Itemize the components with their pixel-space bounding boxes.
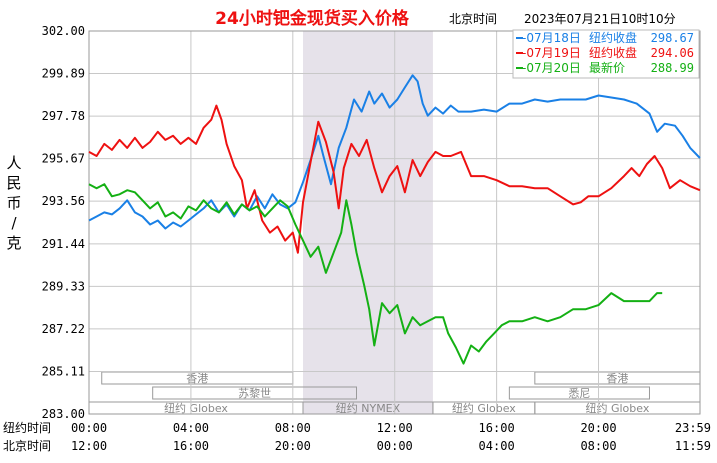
legend-date: -07月19日: [522, 46, 581, 60]
x-tick-label: 12:00: [71, 439, 107, 453]
series-line-3: [88, 183, 663, 365]
x-tick-label: 04:00: [173, 421, 209, 435]
y-axis-title: 人民币/克: [6, 154, 21, 252]
x-tick-label: 00:00: [377, 439, 413, 453]
series-line-2: [88, 104, 701, 254]
x-tick-label: 20:00: [275, 439, 311, 453]
y-tick-label: 293.56: [42, 194, 85, 208]
x-tick-label: 08:00: [580, 439, 616, 453]
chart-title: 24小时钯金现货买入价格: [215, 8, 410, 29]
x-tick-label: 12:00: [377, 421, 413, 435]
y-tick-label: 299.89: [42, 67, 85, 81]
y-tick-label: 283.00: [42, 407, 85, 421]
session-label: 香港: [606, 372, 628, 385]
session-bar: [152, 386, 358, 400]
y-tick-label: 285.11: [42, 364, 85, 378]
x-tick-label: 04:00: [479, 439, 515, 453]
x-axis-row-label: 北京时间: [3, 439, 51, 453]
session-label: 纽约 NYMEX: [336, 401, 401, 415]
session-label: 纽约 Globex: [164, 401, 228, 415]
legend-box: [512, 29, 700, 79]
x-tick-label: 16:00: [173, 439, 209, 453]
legend-date: -07月20日: [522, 61, 581, 75]
header-time-label: 北京时间: [449, 12, 497, 26]
x-tick-label: 11:59: [675, 439, 711, 453]
plot-border: [88, 30, 701, 415]
x-tick-label: 00:00: [71, 421, 107, 435]
series-line-1: [88, 74, 701, 230]
legend-value: 294.06: [651, 46, 694, 60]
y-tick-label: 289.33: [42, 279, 85, 293]
session-label: 纽约 Globex: [585, 401, 649, 415]
legend-text: 最新价: [589, 60, 625, 75]
legend-date: -07月18日: [522, 31, 581, 45]
legend-value: 288.99: [651, 61, 694, 75]
x-tick-label: 23:59: [675, 421, 711, 435]
header-timestamp: 2023年07月21日10时10分: [524, 12, 676, 26]
legend-text: 纽约收盘: [589, 45, 637, 60]
y-tick-label: 297.78: [42, 109, 85, 123]
x-tick-label: 16:00: [479, 421, 515, 435]
session-bar: [508, 386, 650, 400]
nymex-session-band: [303, 31, 433, 414]
y-tick-label: 302.00: [42, 24, 85, 38]
x-tick-label: 08:00: [275, 421, 311, 435]
y-tick-label: 291.44: [42, 237, 85, 251]
session-label: 香港: [186, 372, 208, 385]
session-label: 悉尼: [568, 387, 590, 400]
y-tick-label: 295.67: [42, 152, 85, 166]
x-axis-row-label: 纽约时间: [3, 420, 51, 435]
y-tick-label: 287.22: [42, 322, 85, 336]
session-label: 苏黎世: [238, 386, 271, 400]
x-tick-label: 20:00: [580, 421, 616, 435]
legend-value: 298.67: [651, 31, 694, 45]
session-label: 纽约 Globex: [452, 401, 516, 415]
legend-text: 纽约收盘: [589, 30, 637, 45]
